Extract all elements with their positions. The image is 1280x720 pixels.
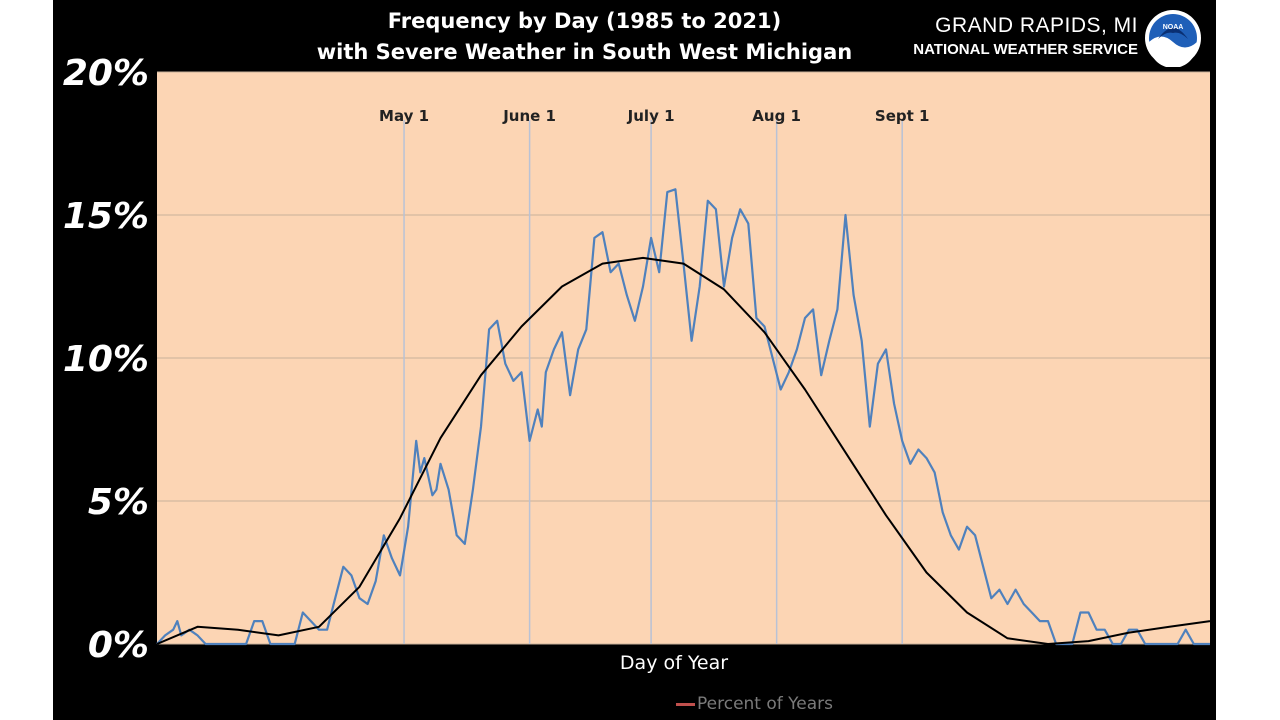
legend-label: Percent of Years xyxy=(697,694,834,714)
month-marker-label: May 1 xyxy=(379,107,429,125)
month-marker-label: Aug 1 xyxy=(752,107,801,125)
x-axis-label: Day of Year xyxy=(620,652,728,674)
month-markers: May 1 June 1 July 1 Aug 1 Sept 1 xyxy=(379,107,929,644)
office-block: GRAND RAPIDS, MI NATIONAL WEATHER SERVIC… xyxy=(910,12,1138,60)
title-line-2: with Severe Weather in South West Michig… xyxy=(316,40,853,64)
gridlines xyxy=(157,71,1210,645)
office-name: GRAND RAPIDS, MI xyxy=(935,14,1138,37)
y-tick-label: 20% xyxy=(63,53,149,94)
y-tick-labels: 0% 5% 10% 15% 20% xyxy=(63,53,149,666)
y-tick-label: 5% xyxy=(88,482,149,523)
series-layer xyxy=(156,188,1211,646)
y-tick-label: 15% xyxy=(63,196,149,237)
svg-text:NOAA: NOAA xyxy=(1163,24,1184,31)
y-tick-label: 0% xyxy=(88,625,149,666)
agency-name: NATIONAL WEATHER SERVICE xyxy=(913,41,1138,58)
month-marker-label: June 1 xyxy=(502,107,556,125)
month-marker-label: Sept 1 xyxy=(875,107,930,125)
daily-frequency-line xyxy=(156,188,1210,646)
title-line-1: Frequency by Day (1985 to 2021) xyxy=(387,9,782,33)
smoothed-trend-line xyxy=(156,256,1211,645)
chart-title: Frequency by Day (1985 to 2021) with Sev… xyxy=(53,6,1116,68)
legend: Percent of Years xyxy=(676,694,833,714)
legend-swatch xyxy=(676,702,695,706)
noaa-logo-icon: NOAA xyxy=(1145,10,1201,67)
month-marker-label: July 1 xyxy=(627,107,675,125)
y-tick-label: 10% xyxy=(63,339,149,380)
